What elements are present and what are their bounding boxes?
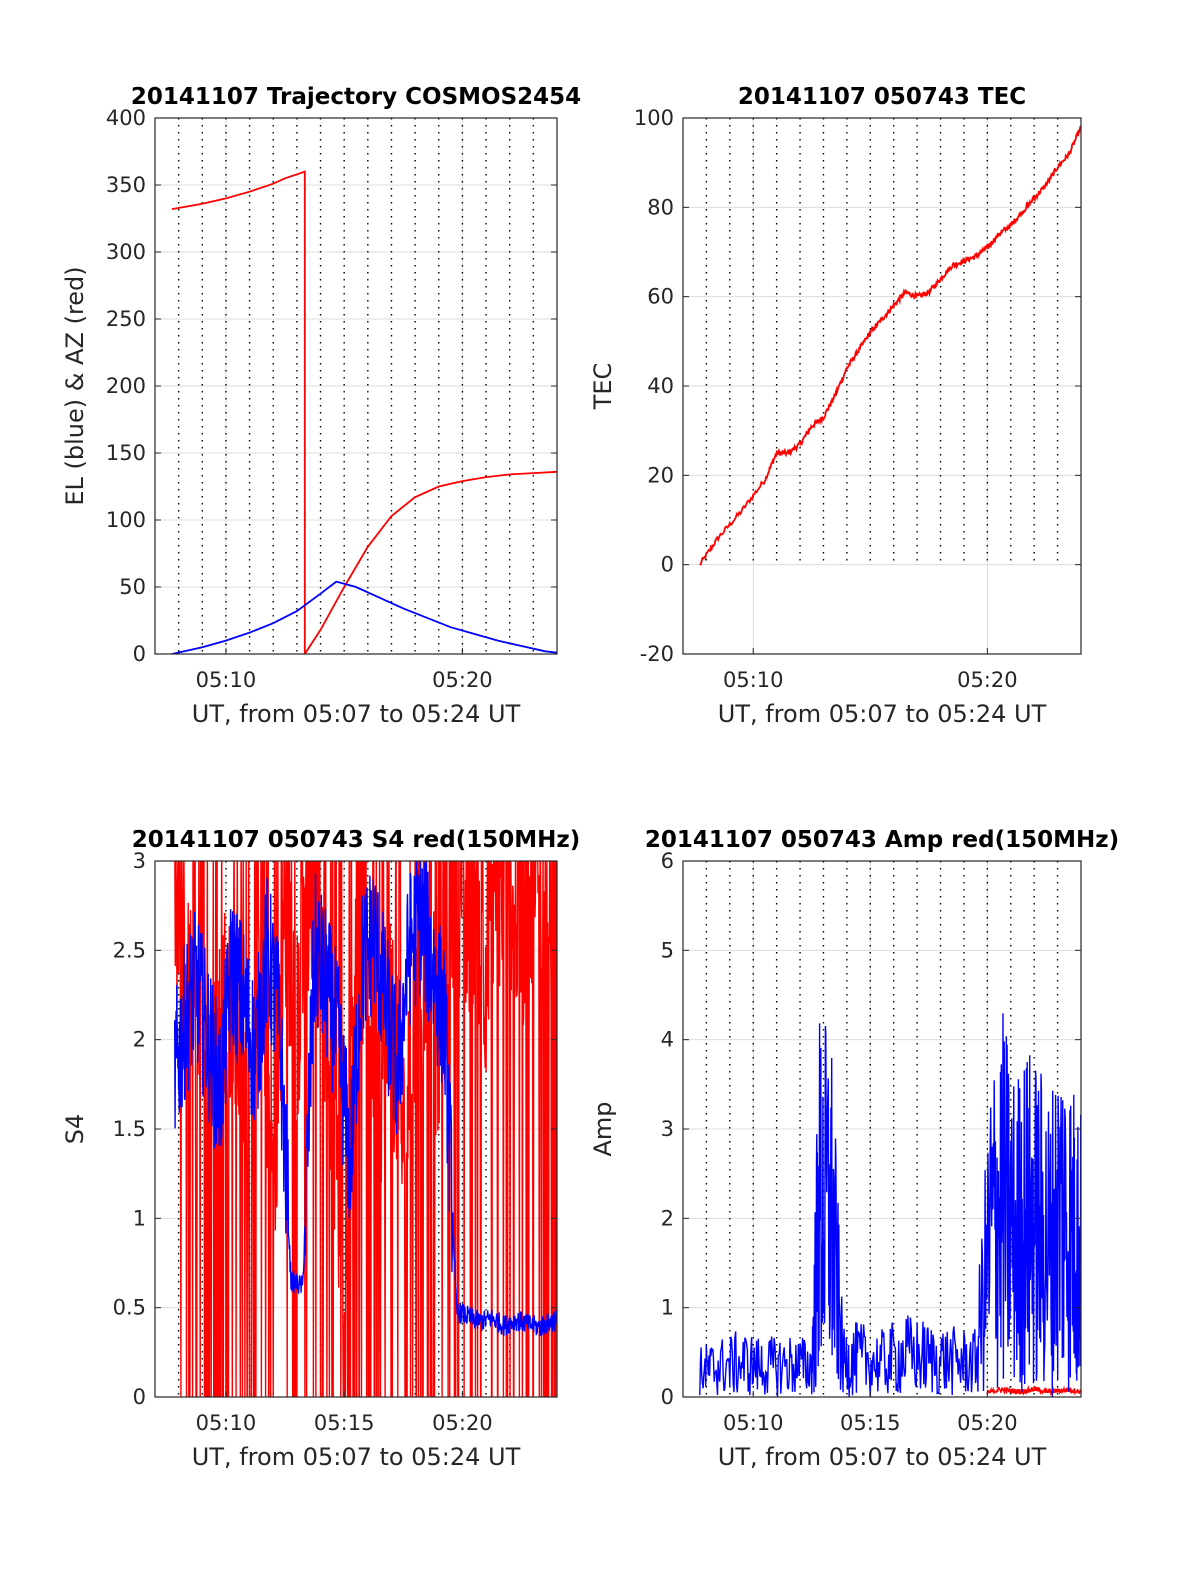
y-tick-label: 250 <box>106 307 146 331</box>
x-tick-label: 05:10 <box>196 668 257 692</box>
series-line <box>171 170 557 654</box>
y-tick-label: 150 <box>106 441 146 465</box>
y-tick-label: 0 <box>661 1385 674 1409</box>
y-axis-label: TEC <box>589 363 617 411</box>
x-tick-label: 05:20 <box>957 668 1018 692</box>
y-tick-label: 0 <box>661 553 674 577</box>
y-tick-label: 3 <box>661 1117 674 1141</box>
y-axis-label: Amp <box>589 1101 617 1156</box>
y-tick-label: 80 <box>647 195 674 219</box>
y-tick-label: 350 <box>106 173 146 197</box>
panel-3: 0 0.5 1 1.5 2 2.5 3 05:10 05:15 05:20 20141107 050… <box>61 827 581 1471</box>
y-tick-label: 3 <box>133 849 146 873</box>
y-tick-label: 100 <box>634 106 674 130</box>
y-tick-label: -20 <box>640 642 674 666</box>
y-tick-label: 60 <box>647 285 674 309</box>
series-group <box>699 125 1081 566</box>
x-axis-label: UT, from 05:07 to 05:24 UT <box>192 700 521 728</box>
x-tick-label: 05:10 <box>723 668 784 692</box>
y-tick-label: 300 <box>106 240 146 264</box>
series-line <box>171 580 557 654</box>
x-tick-label: 05:20 <box>432 1411 493 1435</box>
panel-title: 20141107 050743 S4 red(150MHz) <box>132 827 581 853</box>
x-tick-label: 05:15 <box>314 1411 375 1435</box>
y-tick-label: 20 <box>647 463 674 487</box>
y-tick-label: 0.5 <box>113 1296 146 1320</box>
series-line <box>699 125 1081 566</box>
y-tick-label: 0 <box>133 1385 146 1409</box>
series-line <box>174 861 557 1337</box>
y-tick-label: 400 <box>106 106 146 130</box>
x-tick-label: 05:20 <box>432 668 493 692</box>
panel-2: -20 0 20 40 60 80 100 05:10 05:20 20141107 050743… <box>589 84 1082 728</box>
y-axis-label: EL (blue) & AZ (red) <box>61 266 89 505</box>
x-axis-label: UT, from 05:07 to 05:24 UT <box>718 1443 1047 1471</box>
y-axis-label: S4 <box>61 1114 89 1145</box>
y-tick-label: 6 <box>661 849 674 873</box>
panel-title: 20141107 050743 TEC <box>738 84 1026 110</box>
panel-title: 20141107 050743 Amp red(150MHz) <box>645 827 1119 853</box>
x-axis-label: UT, from 05:07 to 05:24 UT <box>718 700 1047 728</box>
y-tick-label: 5 <box>661 938 674 962</box>
x-tick-label: 05:15 <box>840 1411 901 1435</box>
y-tick-label: 2.5 <box>113 938 146 962</box>
panel-4: 0 1 2 3 4 5 6 05:10 05:15 05:20 20141107 050743 Am… <box>589 827 1119 1471</box>
panel-title: 20141107 Trajectory COSMOS2454 <box>131 84 581 110</box>
x-tick-label: 05:10 <box>723 1411 784 1435</box>
series-group <box>174 861 557 1397</box>
y-tick-label: 100 <box>106 508 146 532</box>
y-tick-label: 200 <box>106 374 146 398</box>
x-axis-label: UT, from 05:07 to 05:24 UT <box>192 1443 521 1471</box>
y-tick-label: 0 <box>133 642 146 666</box>
x-tick-label: 05:20 <box>957 1411 1018 1435</box>
y-tick-label: 2 <box>661 1206 674 1230</box>
panel-1: 0 50 100 150 200 250 300 350 400 05:10 05:20 201411… <box>61 84 581 728</box>
series-group <box>171 170 557 654</box>
y-tick-label: 2 <box>133 1028 146 1052</box>
series-line <box>986 1385 1081 1397</box>
y-tick-label: 1.5 <box>113 1117 146 1141</box>
x-tick-label: 05:10 <box>196 1411 257 1435</box>
y-tick-label: 40 <box>647 374 674 398</box>
y-tick-label: 4 <box>661 1028 674 1052</box>
series-group <box>699 1013 1081 1397</box>
y-tick-label: 1 <box>661 1296 674 1320</box>
y-tick-label: 50 <box>119 575 146 599</box>
series-line <box>699 1013 1081 1397</box>
y-tick-label: 1 <box>133 1206 146 1230</box>
